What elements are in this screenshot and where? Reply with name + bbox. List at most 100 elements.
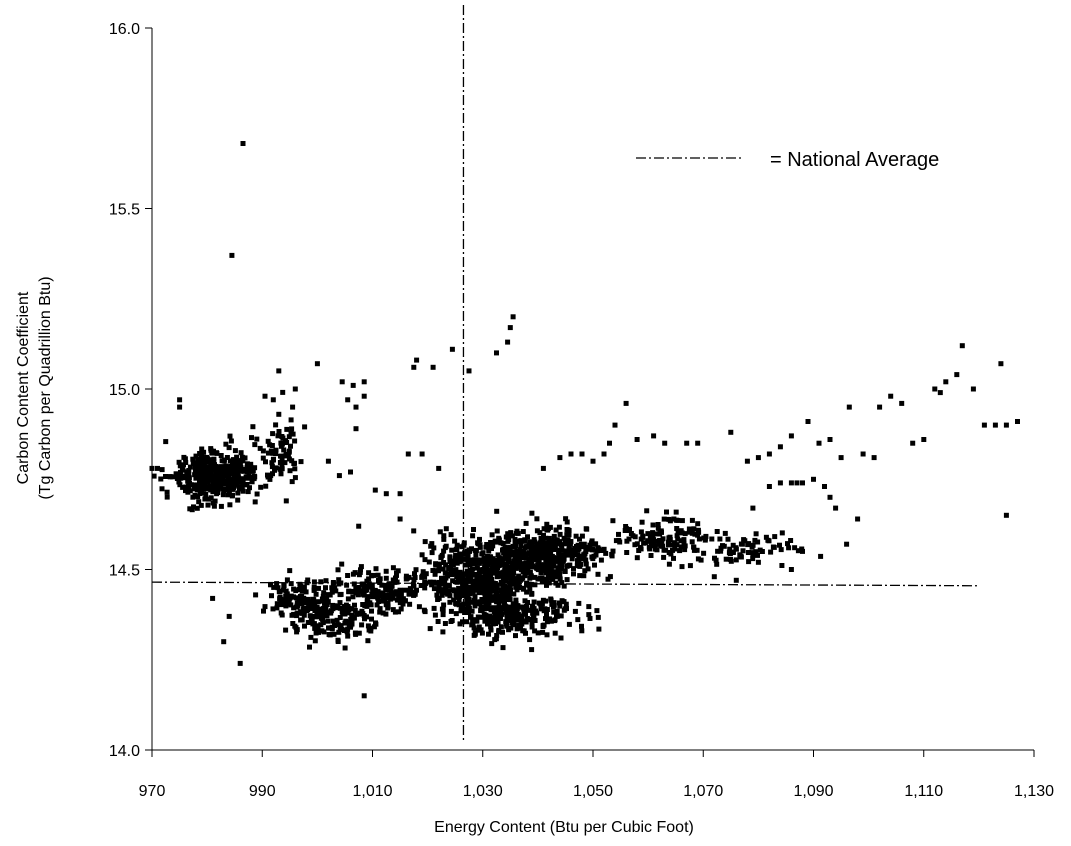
- scatter-point: [753, 531, 759, 537]
- scatter-point: [374, 602, 380, 608]
- scatter-point: [208, 459, 214, 465]
- scatter-point: [362, 616, 367, 622]
- scatter-point: [549, 544, 555, 550]
- scatter-point: [307, 613, 313, 619]
- scatter-point: [451, 597, 457, 603]
- scatter-point: [239, 486, 245, 492]
- scatter-point: [512, 542, 518, 547]
- scatter-point: [517, 556, 523, 562]
- scatter-point: [510, 572, 515, 577]
- scatter-point: [346, 607, 352, 613]
- scatter-point: [361, 379, 367, 385]
- scatter-point: [199, 446, 205, 452]
- scatter-point: [539, 575, 545, 581]
- scatter-point: [638, 529, 644, 535]
- scatter-point: [243, 482, 248, 488]
- scatter-point: [590, 556, 596, 562]
- scatter-point: [225, 492, 231, 498]
- scatter-point: [196, 499, 202, 505]
- scatter-point: [495, 573, 501, 579]
- scatter-point: [709, 536, 715, 542]
- scatter-point: [223, 481, 229, 487]
- scatter-point: [218, 466, 224, 471]
- scatter-point: [587, 616, 593, 621]
- scatter-point: [540, 629, 546, 635]
- scatter-point: [474, 565, 480, 571]
- scatter-point: [779, 530, 785, 536]
- scatter-point: [324, 613, 330, 619]
- scatter-point: [503, 619, 509, 625]
- scatter-point: [567, 541, 573, 547]
- scatter-point: [196, 456, 202, 462]
- scatter-point: [505, 531, 511, 537]
- scatter-point: [345, 573, 351, 578]
- scatter-point: [261, 608, 266, 614]
- scatter-point: [291, 611, 297, 617]
- scatter-point: [397, 516, 403, 522]
- scatter-point: [662, 440, 668, 446]
- scatter-point: [513, 609, 519, 615]
- scatter-point: [877, 404, 883, 410]
- scatter-point: [158, 476, 164, 482]
- scatter-point: [514, 539, 520, 545]
- scatter-point: [496, 604, 502, 610]
- scatter-point: [352, 602, 357, 608]
- scatter-point: [531, 606, 537, 612]
- scatter-point: [483, 615, 488, 621]
- scatter-point: [484, 575, 490, 580]
- scatter-point: [286, 598, 292, 604]
- scatter-point: [203, 492, 209, 497]
- scatter-point: [586, 612, 592, 618]
- scatter-point: [252, 442, 258, 448]
- scatter-point: [733, 557, 739, 563]
- scatter-point: [505, 559, 511, 564]
- scatter-point: [531, 599, 537, 605]
- scatter-point: [283, 452, 289, 457]
- scatter-point: [535, 541, 540, 547]
- scatter-point: [572, 550, 578, 556]
- scatter-point: [199, 490, 205, 495]
- scatter-point: [205, 456, 211, 462]
- scatter-point: [805, 419, 811, 424]
- scatter-point: [981, 422, 987, 428]
- scatter-point: [262, 604, 268, 610]
- scatter-point: [503, 609, 509, 615]
- scatter-point: [458, 608, 464, 614]
- scatter-point: [213, 476, 219, 482]
- scatter-point: [458, 558, 464, 564]
- scatter-point: [469, 546, 474, 552]
- scatter-point: [440, 566, 446, 572]
- scatter-point: [521, 561, 527, 567]
- scatter-point: [427, 579, 433, 585]
- scatter-point: [495, 552, 501, 558]
- scatter-point: [657, 531, 663, 537]
- scatter-point: [959, 343, 965, 349]
- scatter-point: [411, 528, 417, 534]
- scatter-point: [494, 582, 500, 588]
- scatter-point: [220, 492, 226, 498]
- scatter-point: [457, 575, 463, 581]
- scatter-point: [430, 364, 436, 370]
- scatter-point: [283, 601, 289, 607]
- scatter-point: [682, 547, 688, 553]
- scatter-point: [652, 531, 657, 537]
- scatter-point: [471, 557, 477, 563]
- scatter-point: [500, 580, 506, 586]
- scatter-point: [744, 458, 750, 464]
- scatter-point: [369, 616, 374, 622]
- scatter-point: [679, 518, 685, 524]
- scatter-point: [231, 470, 237, 476]
- scatter-point: [181, 454, 187, 460]
- scatter-point: [510, 601, 516, 607]
- scatter-point: [292, 623, 298, 629]
- scatter-point: [557, 600, 562, 606]
- scatter-point: [290, 621, 296, 626]
- scatter-point: [441, 560, 447, 565]
- scatter-point: [472, 630, 478, 636]
- scatter-point: [191, 504, 196, 510]
- scatter-point: [695, 532, 701, 538]
- scatter-point: [215, 480, 221, 486]
- scatter-point: [390, 565, 396, 571]
- scatter-point: [320, 620, 326, 626]
- scatter-point: [325, 599, 331, 605]
